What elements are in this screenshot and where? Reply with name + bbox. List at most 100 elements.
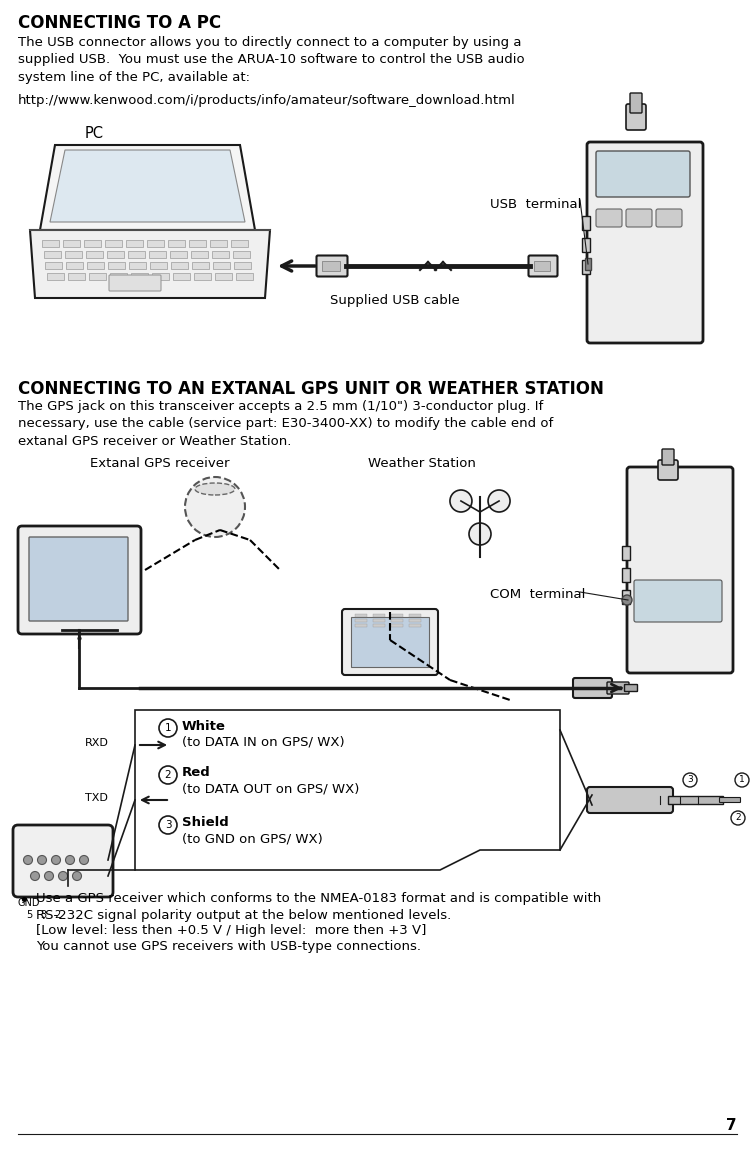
- Bar: [108, 262, 125, 269]
- FancyBboxPatch shape: [720, 797, 741, 802]
- Bar: [64, 252, 82, 258]
- Bar: [190, 252, 208, 258]
- Bar: [45, 262, 62, 269]
- FancyBboxPatch shape: [656, 209, 682, 227]
- Bar: [88, 273, 106, 280]
- FancyBboxPatch shape: [342, 609, 438, 675]
- Bar: [47, 273, 63, 280]
- Text: CONNECTING TO A PC: CONNECTING TO A PC: [18, 14, 221, 32]
- FancyBboxPatch shape: [627, 467, 733, 673]
- Bar: [109, 273, 127, 280]
- Bar: [85, 252, 103, 258]
- FancyBboxPatch shape: [316, 255, 347, 277]
- Circle shape: [30, 871, 39, 881]
- Circle shape: [683, 773, 697, 787]
- Text: (to GND on GPS/ WX): (to GND on GPS/ WX): [182, 832, 322, 846]
- FancyBboxPatch shape: [587, 787, 673, 814]
- FancyBboxPatch shape: [662, 449, 674, 465]
- Circle shape: [23, 855, 32, 864]
- Text: COM  terminal: COM terminal: [490, 589, 585, 601]
- Circle shape: [731, 811, 745, 825]
- Text: (to DATA IN on GPS/ WX): (to DATA IN on GPS/ WX): [182, 735, 344, 749]
- Bar: [192, 262, 209, 269]
- Text: 3: 3: [687, 775, 693, 785]
- Text: 2: 2: [735, 814, 741, 823]
- Circle shape: [185, 477, 245, 537]
- Bar: [67, 273, 85, 280]
- Bar: [131, 273, 147, 280]
- Text: Shield: Shield: [182, 817, 229, 830]
- Text: The GPS jack on this transceiver accepts a 2.5 mm (1/10") 3-conductor plug. If
n: The GPS jack on this transceiver accepts…: [18, 400, 553, 448]
- Bar: [63, 240, 80, 247]
- Circle shape: [159, 816, 177, 834]
- Polygon shape: [135, 710, 560, 870]
- Circle shape: [38, 855, 47, 864]
- FancyBboxPatch shape: [18, 526, 141, 634]
- Text: 3: 3: [40, 911, 46, 920]
- Bar: [622, 590, 630, 604]
- Bar: [582, 238, 590, 252]
- Text: 5: 5: [26, 911, 32, 920]
- Circle shape: [66, 855, 75, 864]
- FancyBboxPatch shape: [573, 679, 612, 698]
- Text: GND: GND: [18, 898, 41, 908]
- Bar: [42, 240, 59, 247]
- Bar: [152, 273, 168, 280]
- Circle shape: [735, 773, 749, 787]
- Bar: [585, 258, 591, 270]
- Bar: [233, 252, 249, 258]
- Text: (to DATA OUT on GPS/ WX): (to DATA OUT on GPS/ WX): [182, 782, 359, 795]
- Polygon shape: [40, 145, 255, 230]
- Text: 1: 1: [165, 724, 171, 733]
- Bar: [236, 273, 252, 280]
- Bar: [668, 796, 723, 804]
- Text: Supplied USB cable: Supplied USB cable: [330, 294, 460, 307]
- FancyBboxPatch shape: [29, 537, 128, 621]
- Bar: [409, 624, 421, 627]
- Bar: [355, 619, 367, 622]
- Bar: [213, 262, 230, 269]
- Bar: [534, 261, 550, 271]
- FancyBboxPatch shape: [624, 684, 637, 691]
- Text: White: White: [182, 719, 226, 733]
- Text: CONNECTING TO AN EXTANAL GPS UNIT OR WEATHER STATION: CONNECTING TO AN EXTANAL GPS UNIT OR WEA…: [18, 380, 604, 398]
- FancyBboxPatch shape: [109, 275, 161, 291]
- Bar: [84, 240, 101, 247]
- Bar: [409, 614, 421, 617]
- Circle shape: [45, 871, 54, 881]
- Bar: [214, 273, 232, 280]
- Text: [Low level: less then +0.5 V / High level:  more then +3 V]: [Low level: less then +0.5 V / High leve…: [36, 924, 427, 937]
- Text: Red: Red: [182, 766, 211, 779]
- Text: 2: 2: [54, 911, 60, 920]
- Text: 3: 3: [165, 820, 171, 830]
- FancyBboxPatch shape: [351, 617, 429, 667]
- Bar: [231, 240, 248, 247]
- Bar: [128, 252, 144, 258]
- Text: 1: 1: [739, 775, 745, 785]
- Bar: [129, 262, 146, 269]
- Circle shape: [159, 766, 177, 784]
- Bar: [322, 261, 340, 271]
- Polygon shape: [30, 230, 270, 298]
- Text: Use a GPS receiver which conforms to the NMEA-0183 format and is compatible with: Use a GPS receiver which conforms to the…: [36, 892, 601, 922]
- Bar: [172, 273, 190, 280]
- Bar: [355, 624, 367, 627]
- Bar: [373, 614, 385, 617]
- Text: USB  terminal: USB terminal: [490, 198, 581, 211]
- Bar: [409, 619, 421, 622]
- Circle shape: [469, 523, 491, 545]
- Bar: [391, 624, 403, 627]
- Bar: [171, 262, 188, 269]
- Bar: [373, 619, 385, 622]
- Bar: [210, 240, 227, 247]
- Text: Weather Station: Weather Station: [368, 457, 476, 470]
- Circle shape: [79, 855, 88, 864]
- Bar: [234, 262, 251, 269]
- FancyBboxPatch shape: [528, 255, 557, 277]
- Circle shape: [450, 490, 472, 512]
- Ellipse shape: [195, 484, 235, 495]
- Bar: [391, 619, 403, 622]
- Text: TXD: TXD: [85, 793, 108, 803]
- Circle shape: [72, 871, 82, 881]
- Text: You cannot use GPS receivers with USB-type connections.: You cannot use GPS receivers with USB-ty…: [36, 941, 421, 953]
